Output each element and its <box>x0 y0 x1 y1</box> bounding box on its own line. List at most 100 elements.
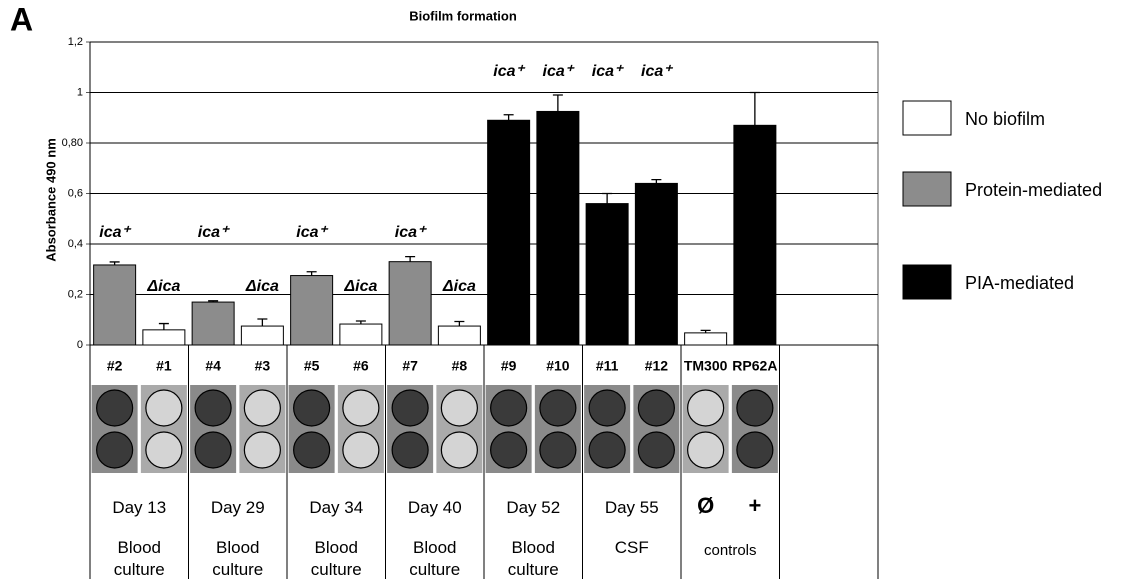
well <box>343 390 379 426</box>
bar-label: ica⁺ <box>198 224 230 241</box>
x-tick-label: #9 <box>501 358 517 374</box>
bar-label: ica⁺ <box>296 224 328 241</box>
group-source: Blood culture <box>307 537 366 579</box>
well <box>737 432 773 468</box>
x-tick-label: #2 <box>107 358 123 374</box>
bar <box>291 276 333 345</box>
chart: A Biofilm formation Absorbance 490 nm 00… <box>0 0 1136 579</box>
well <box>688 390 724 426</box>
error-bar <box>307 272 317 276</box>
error-bar <box>651 180 661 184</box>
well <box>441 432 477 468</box>
group-day: + <box>730 495 779 517</box>
legend-swatch <box>903 172 951 206</box>
legend-label: No biofilm <box>965 109 1045 129</box>
chart-title: Biofilm formation <box>409 8 517 23</box>
well <box>392 432 428 468</box>
well <box>638 432 674 468</box>
y-axis-label: Absorbance 490 nm <box>43 138 58 262</box>
bar <box>389 262 431 345</box>
bar <box>192 302 234 345</box>
bar-label: Δica <box>442 278 476 295</box>
bar <box>438 326 480 345</box>
well <box>491 432 527 468</box>
group-day: Ø <box>681 495 730 517</box>
x-tick-label: #7 <box>402 358 418 374</box>
bar-label: ica⁺ <box>592 63 624 80</box>
y-tick-label: 1 <box>77 86 83 98</box>
error-bar <box>602 194 612 204</box>
error-bar <box>257 319 267 326</box>
well <box>688 432 724 468</box>
legend-swatch <box>903 101 951 135</box>
well <box>589 390 625 426</box>
y-tick-label: 0 <box>77 339 83 351</box>
x-tick-label: #1 <box>156 358 172 374</box>
well <box>146 432 182 468</box>
error-bar <box>553 95 563 111</box>
well <box>589 432 625 468</box>
error-bar <box>454 322 464 327</box>
group-day: Day 34 <box>287 497 386 519</box>
bar <box>586 204 628 345</box>
bar-label: ica⁺ <box>493 63 525 80</box>
error-bar <box>159 324 169 330</box>
bar <box>340 324 382 345</box>
bar-label: Δica <box>245 278 279 295</box>
bar-label: ica⁺ <box>395 224 427 241</box>
group-source: Blood culture <box>406 537 465 579</box>
x-tick-label: RP62A <box>732 358 777 374</box>
group-day: Day 13 <box>90 497 189 519</box>
well <box>441 390 477 426</box>
bar-label: ica⁺ <box>543 63 575 80</box>
bar <box>241 326 283 345</box>
bar <box>635 183 677 345</box>
error-bar <box>750 93 760 126</box>
x-tick-label: TM300 <box>684 358 728 374</box>
group-source: CSF <box>603 537 662 559</box>
x-tick-label: #12 <box>645 358 669 374</box>
x-tick-label: #3 <box>255 358 271 374</box>
bar <box>488 120 530 345</box>
well <box>737 390 773 426</box>
bar <box>94 265 136 345</box>
group-day: Day 40 <box>386 497 485 519</box>
x-tick-label: #10 <box>546 358 570 374</box>
x-tick-label: #4 <box>205 358 221 374</box>
y-tick-label: 0,80 <box>62 137 83 149</box>
y-tick-label: 0,2 <box>68 288 83 300</box>
well <box>294 390 330 426</box>
well <box>97 390 133 426</box>
well <box>392 390 428 426</box>
bar <box>143 330 185 345</box>
group-day: Day 55 <box>583 497 682 519</box>
well <box>146 390 182 426</box>
error-bar <box>405 257 415 262</box>
y-tick-label: 0,6 <box>68 187 83 199</box>
bar-label: Δica <box>146 278 180 295</box>
bar <box>537 111 579 345</box>
group-source: Blood culture <box>110 537 169 579</box>
group-source: controls <box>681 540 780 562</box>
well <box>97 432 133 468</box>
group-day: Day 52 <box>484 497 583 519</box>
y-tick-label: 0,4 <box>68 238 83 250</box>
well <box>244 390 280 426</box>
well <box>540 432 576 468</box>
x-tick-label: #6 <box>353 358 369 374</box>
bar-label: Δica <box>343 278 377 295</box>
x-tick-label: #11 <box>596 358 619 374</box>
well <box>195 432 231 468</box>
well <box>638 390 674 426</box>
y-tick-label: 1,2 <box>68 36 83 48</box>
bar-label: ica⁺ <box>99 224 131 241</box>
bar <box>685 333 727 345</box>
legend-label: Protein-mediated <box>965 180 1102 200</box>
bar <box>734 125 776 345</box>
well <box>540 390 576 426</box>
well <box>195 390 231 426</box>
error-bar <box>504 115 514 121</box>
well <box>343 432 379 468</box>
x-tick-label: #8 <box>452 358 468 374</box>
legend-swatch <box>903 265 951 299</box>
